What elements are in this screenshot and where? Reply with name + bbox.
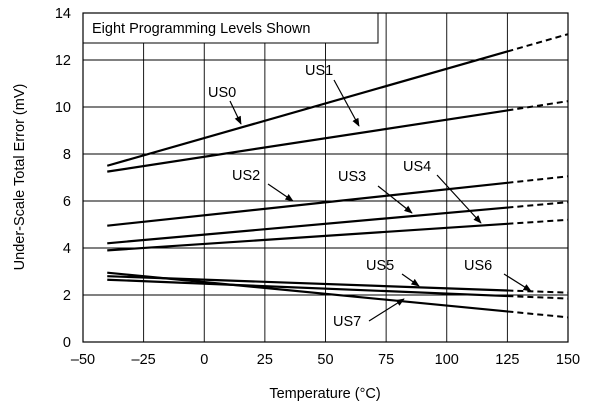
- series-extrapolation-us4: [507, 218, 569, 225]
- series-line-us7: [107, 271, 508, 313]
- x-tick-label: –25: [132, 352, 156, 368]
- series-label-us6: US6: [464, 258, 492, 274]
- y-tick-label: 4: [63, 241, 71, 257]
- y-tick-label: 0: [63, 335, 71, 351]
- y-tick-label: 10: [55, 100, 71, 116]
- series-extrapolation-us2: [507, 175, 569, 184]
- plot-frame: [82, 12, 569, 343]
- series-extrapolation-us3: [507, 201, 569, 209]
- leader-arrow-us6: [503, 273, 532, 292]
- series-line-us1: [107, 109, 508, 173]
- series-extrapolation-us1: [507, 100, 569, 112]
- series-label-us0: US0: [208, 85, 236, 101]
- x-tick-label: 75: [378, 352, 394, 368]
- series-extrapolation-us6: [507, 295, 569, 300]
- leader-arrow-us2: [267, 183, 294, 202]
- leader-arrow-us5: [401, 273, 420, 287]
- series-label-us2: US2: [232, 168, 260, 184]
- x-tick-label: 100: [435, 352, 459, 368]
- tick-labels: –50 –25 0 25 50 75 100 125 150 0 2 4 6 8 10 12 14: [55, 6, 580, 368]
- y-tick-label: 6: [63, 194, 71, 210]
- series-lines: [106, 33, 569, 319]
- y-tick-label: 14: [55, 6, 71, 22]
- series-line-us2: [107, 181, 508, 227]
- series-label-us3: US3: [338, 169, 366, 185]
- series-line-us3: [107, 206, 508, 245]
- series-label-us1: US1: [305, 63, 333, 79]
- series-line-us6: [107, 278, 508, 298]
- annotation-text: Eight Programming Levels Shown: [92, 21, 310, 37]
- series-extrapolation-us0: [507, 33, 569, 53]
- x-tick-label: 0: [200, 352, 208, 368]
- leader-arrow-us7: [368, 298, 405, 322]
- y-tick-label: 2: [63, 288, 71, 304]
- series-label-us7: US7: [333, 314, 361, 330]
- leader-arrow-us1: [333, 79, 360, 127]
- y-axis-title: Under-Scale Total Error (mV): [12, 84, 28, 271]
- series-line-us0: [106, 50, 508, 167]
- x-tick-label: 25: [257, 352, 273, 368]
- series-labels: US0 US1 US2 US3 US4 US5 US6 US7: [208, 63, 532, 330]
- y-tick-label: 12: [55, 53, 71, 69]
- leader-arrow-us3: [377, 185, 413, 214]
- leader-arrow-us0: [229, 100, 242, 125]
- leader-arrow-us4: [436, 174, 482, 224]
- series-extrapolation-us7: [507, 310, 569, 319]
- x-tick-label: 50: [317, 352, 333, 368]
- series-label-us5: US5: [366, 258, 394, 274]
- x-tick-label: 125: [495, 352, 519, 368]
- y-tick-label: 8: [63, 147, 71, 163]
- series-line-us4: [107, 222, 508, 252]
- x-tick-label: –50: [71, 352, 95, 368]
- x-tick-label: 150: [556, 352, 580, 368]
- series-extrapolation-us5: [507, 289, 569, 294]
- x-axis-title: Temperature (°C): [269, 386, 380, 402]
- series-label-us4: US4: [403, 159, 431, 175]
